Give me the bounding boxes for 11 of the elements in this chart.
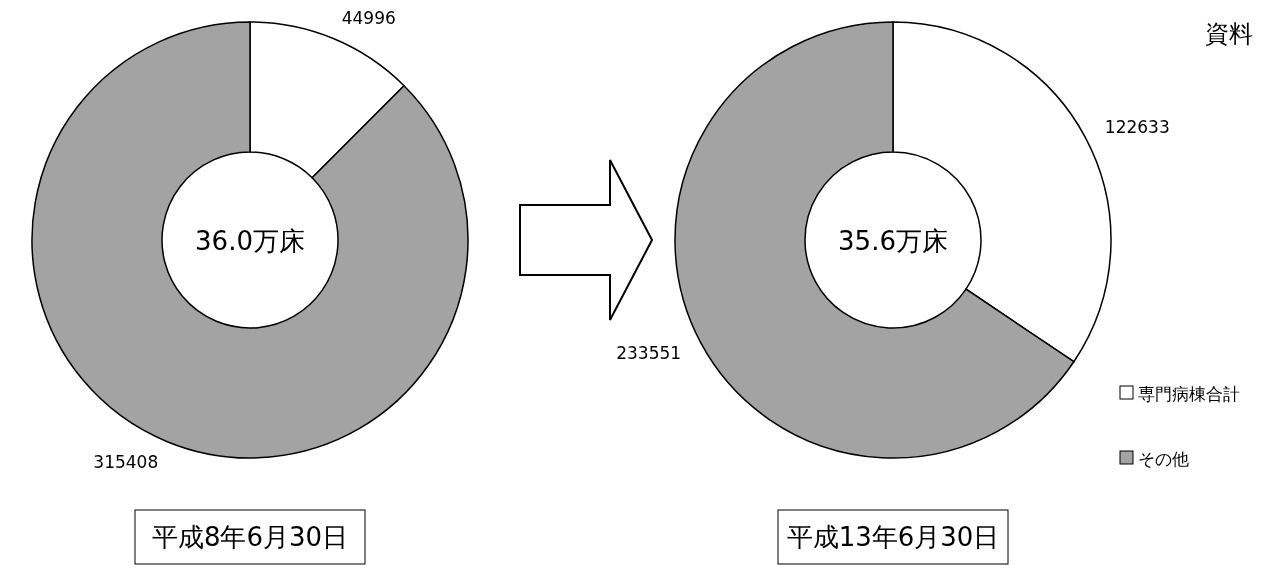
text: 資料 [1205, 20, 1253, 48]
text: 36.0万床 [195, 226, 305, 256]
text: 平成8年6月30日 [151, 522, 349, 552]
legend-label: その他 [1138, 449, 1189, 469]
data-label: 122633 [1104, 117, 1170, 138]
text: 35.6万床 [838, 226, 948, 256]
data-label: 233551 [616, 342, 682, 363]
text: 平成13年6月30日 [786, 522, 1000, 552]
data-label: 315408 [93, 451, 159, 472]
legend-label: 専門病棟合計 [1138, 384, 1240, 404]
data-label: 44996 [341, 8, 396, 29]
